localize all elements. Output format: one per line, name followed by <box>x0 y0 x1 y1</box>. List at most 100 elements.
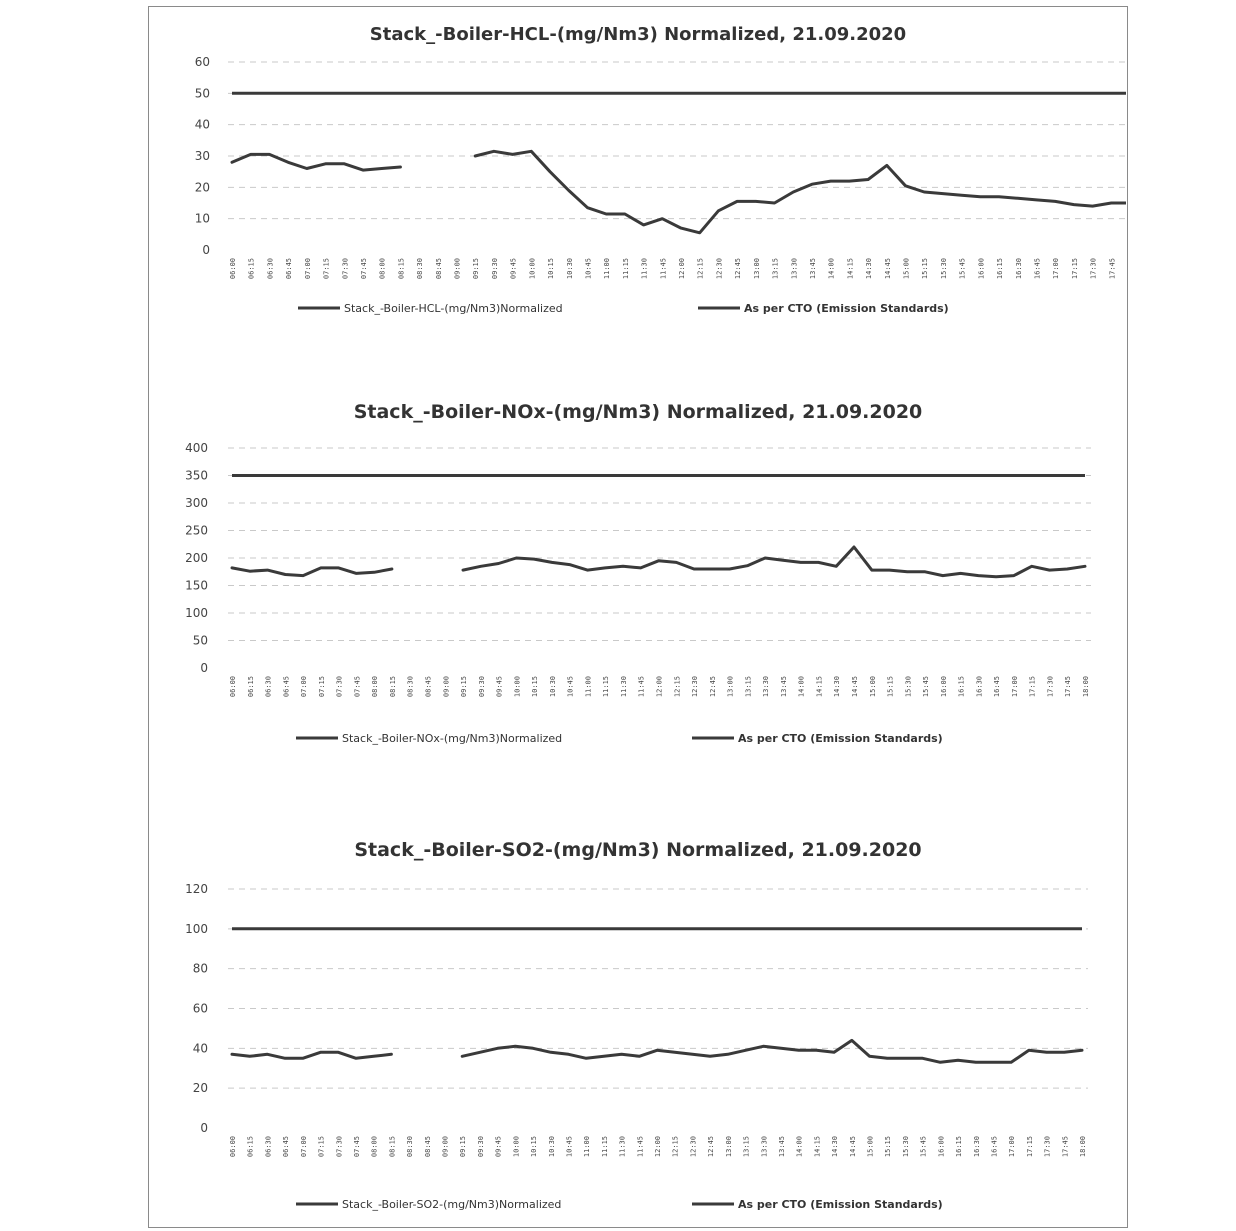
x-tick-label: 12:00 <box>656 676 664 697</box>
x-tick-label: 15:15 <box>884 1136 892 1157</box>
x-tick-label: 07:30 <box>335 1136 343 1157</box>
x-tick-label: 18:00 <box>1079 1136 1087 1157</box>
chart-title-nox: Stack_-Boiler-NOx-(mg/Nm3) Normalized, 2… <box>354 401 923 423</box>
y-tick-label: 20 <box>193 1081 208 1095</box>
y-tick-label: 120 <box>185 882 208 896</box>
x-tick-label: 12:30 <box>715 258 723 279</box>
x-tick-label: 14:30 <box>833 676 841 697</box>
x-tick-label: 11:45 <box>636 1136 644 1157</box>
x-tick-label: 11:45 <box>638 676 646 697</box>
x-tick-label: 09:15 <box>459 1136 467 1157</box>
x-tick-label: 16:45 <box>993 676 1001 697</box>
x-tick-label: 10:15 <box>547 258 555 279</box>
x-tick-label: 14:15 <box>813 1136 821 1157</box>
x-tick-label: 13:45 <box>809 258 817 279</box>
x-tick-label: 10:00 <box>512 1136 520 1157</box>
series-line-so2 <box>230 1038 1084 1064</box>
x-tick-label: 07:30 <box>341 258 349 279</box>
x-tick-label: 07:45 <box>353 1136 361 1157</box>
x-tick-label: 15:30 <box>940 258 948 279</box>
y-tick-label: 50 <box>193 634 208 648</box>
x-tick-label: 11:15 <box>622 258 630 279</box>
x-tick-label: 16:45 <box>1033 258 1041 279</box>
x-tick-label: 06:15 <box>247 1136 255 1157</box>
x-tick-label: 17:30 <box>1046 676 1054 697</box>
x-tick-label: 17:30 <box>1044 1136 1052 1157</box>
x-tick-label: 14:45 <box>884 258 892 279</box>
chart-hcl: Stack_-Boiler-HCL-(mg/Nm3) Normalized, 2… <box>150 14 1126 344</box>
x-tick-label: 10:45 <box>565 1136 573 1157</box>
x-tick-label: 14:30 <box>865 258 873 279</box>
chart-nox: Stack_-Boiler-NOx-(mg/Nm3) Normalized, 2… <box>150 392 1126 772</box>
x-tick-label: 15:45 <box>959 258 967 279</box>
series-line-hcl <box>230 149 1126 235</box>
legend-label: Stack_-Boiler-NOx-(mg/Nm3)Normalized <box>342 732 562 745</box>
x-tick-label: 13:00 <box>753 258 761 279</box>
x-tick-label: 12:30 <box>691 676 699 697</box>
x-tick-label: 08:00 <box>371 676 379 697</box>
chart-so2-svg: Stack_-Boiler-SO2-(mg/Nm3) Normalized, 2… <box>185 839 1088 1211</box>
x-tick-label: 14:45 <box>851 676 859 697</box>
y-tick-label: 60 <box>193 1002 208 1016</box>
x-tick-label: 15:00 <box>903 258 911 279</box>
x-tick-label: 08:45 <box>424 676 432 697</box>
x-tick-label: 09:00 <box>442 1136 450 1157</box>
x-tick-label: 13:30 <box>790 258 798 279</box>
y-tick-label: 400 <box>185 441 208 455</box>
x-tick-label: 15:30 <box>902 1136 910 1157</box>
x-tick-label: 12:15 <box>672 1136 680 1157</box>
x-tick-label: 13:30 <box>760 1136 768 1157</box>
x-tick-label: 17:15 <box>1071 258 1079 279</box>
x-tick-label: 16:15 <box>996 258 1004 279</box>
x-tick-label: 11:30 <box>620 676 628 697</box>
x-tick-label: 14:15 <box>815 676 823 697</box>
x-tick-label: 15:15 <box>921 258 929 279</box>
x-tick-label: 06:30 <box>265 676 273 697</box>
x-tick-label: 09:30 <box>478 676 486 697</box>
x-tick-label: 08:45 <box>424 1136 432 1157</box>
y-tick-label: 150 <box>185 579 208 593</box>
x-tick-label: 14:15 <box>846 258 854 279</box>
x-tick-label: 06:45 <box>285 258 293 279</box>
x-tick-label: 10:30 <box>566 258 574 279</box>
x-tick-label: 10:45 <box>567 676 575 697</box>
x-tick-label: 06:45 <box>282 1136 290 1157</box>
x-tick-label: 11:45 <box>659 258 667 279</box>
x-tick-label: 08:00 <box>379 258 387 279</box>
x-tick-label: 06:15 <box>247 676 255 697</box>
x-tick-label: 09:15 <box>460 676 468 697</box>
x-tick-label: 17:00 <box>1008 1136 1016 1157</box>
x-tick-label: 15:45 <box>920 1136 928 1157</box>
x-tick-label: 07:45 <box>353 676 361 697</box>
x-tick-label: 09:15 <box>472 258 480 279</box>
x-tick-label: 06:15 <box>248 258 256 279</box>
x-tick-label: 08:15 <box>389 676 397 697</box>
x-tick-label: 07:45 <box>360 258 368 279</box>
x-tick-label: 11:30 <box>619 1136 627 1157</box>
x-tick-label: 18:00 <box>1082 676 1090 697</box>
x-tick-label: 17:30 <box>1090 258 1098 279</box>
x-tick-label: 17:45 <box>1061 1136 1069 1157</box>
x-tick-label: 17:15 <box>1026 1136 1034 1157</box>
y-tick-label: 30 <box>195 149 210 163</box>
x-tick-label: 06:00 <box>229 1136 237 1157</box>
x-tick-label: 10:30 <box>549 676 557 697</box>
x-tick-label: 16:30 <box>973 1136 981 1157</box>
x-tick-label: 17:00 <box>1011 676 1019 697</box>
y-tick-label: 80 <box>193 962 208 976</box>
x-tick-label: 07:30 <box>336 676 344 697</box>
x-tick-label: 11:15 <box>601 1136 609 1157</box>
legend-label: Stack_-Boiler-HCL-(mg/Nm3)Normalized <box>344 302 563 315</box>
x-tick-label: 11:00 <box>584 676 592 697</box>
x-tick-label: 15:15 <box>887 676 895 697</box>
x-tick-label: 09:45 <box>496 676 504 697</box>
x-tick-label: 16:00 <box>937 1136 945 1157</box>
x-tick-label: 06:00 <box>229 676 237 697</box>
x-tick-label: 08:30 <box>407 676 415 697</box>
y-tick-label: 250 <box>185 524 208 538</box>
x-tick-label: 10:00 <box>528 258 536 279</box>
y-tick-label: 350 <box>185 469 208 483</box>
x-tick-label: 13:30 <box>762 676 770 697</box>
series-line-nox <box>230 545 1087 579</box>
x-tick-label: 15:45 <box>922 676 930 697</box>
